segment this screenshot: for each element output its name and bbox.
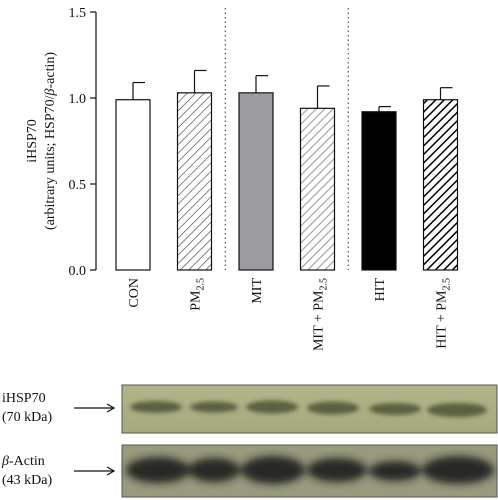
blot-hsp70-size: (70 kDa): [2, 410, 53, 425]
y-tick-label: 1.5: [69, 6, 87, 21]
x-tick-label: MIT + PM2.5: [312, 278, 330, 351]
bar: [176, 92, 213, 271]
x-tick-labels: CON PM2.5 MIT MIT + PM2.5 HIT HIT + PM2.5: [127, 278, 453, 351]
blot-actin-strip: [121, 444, 498, 498]
y-axis-title-line1: iHSP70: [25, 119, 40, 163]
y-axis-title-line2: (arbitrary units; HSP70/β-actin): [43, 52, 58, 230]
blot-actin-size: (43 kDa): [2, 473, 53, 488]
x-tick-label: HIT: [373, 278, 388, 302]
bar: [115, 99, 151, 271]
blot-actin-arrow-icon: [74, 466, 116, 476]
y-tick-label: 0.0: [69, 264, 87, 279]
bar: [361, 111, 397, 271]
blot-hsp70-arrow-icon: [74, 403, 116, 413]
group-separators: [224, 8, 349, 270]
x-tick-label: MIT: [250, 278, 265, 304]
blot-hsp70-strip: [121, 384, 498, 434]
bar: [422, 99, 459, 271]
bars: [115, 69, 459, 271]
blot-hsp70-label: iHSP70 (70 kDa): [2, 389, 52, 427]
blot-hsp70-name: iHSP70: [2, 391, 46, 406]
y-tick-label: 1.0: [69, 92, 87, 107]
blot-actin-name: β-Actin: [2, 454, 45, 469]
bar: [238, 92, 274, 271]
y-axis: 0.0 0.5 1.0 1.5: [69, 6, 97, 279]
x-tick-label: PM2.5: [189, 278, 207, 311]
x-tick-label: HIT + PM2.5: [435, 278, 453, 349]
blot-actin-label: β-Actin (43 kDa): [2, 452, 52, 490]
bar: [299, 107, 336, 271]
x-tick-label: CON: [127, 278, 142, 308]
y-tick-label: 0.5: [69, 178, 87, 193]
